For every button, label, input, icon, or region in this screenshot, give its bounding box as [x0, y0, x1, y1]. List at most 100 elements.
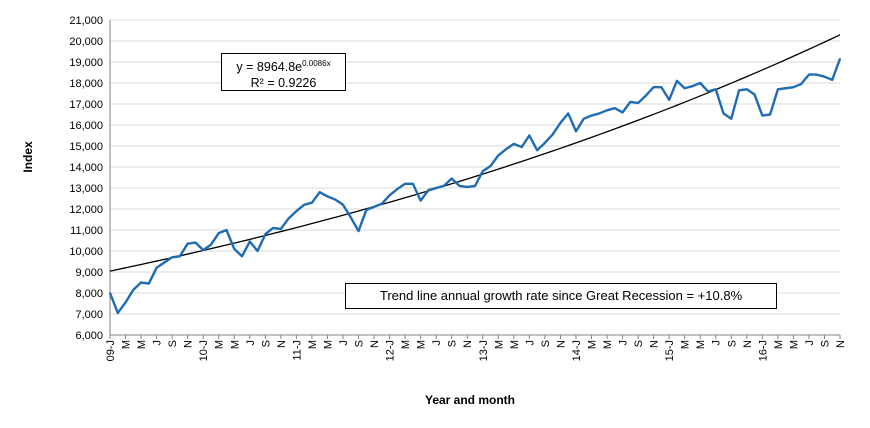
y-tick-label: 10,000 — [69, 246, 103, 258]
data-point — [287, 217, 290, 220]
data-point — [217, 232, 220, 235]
x-tick-label: S — [540, 340, 552, 347]
x-tick-label: 09-J — [105, 340, 117, 361]
y-tick-label: 7,000 — [75, 309, 103, 321]
x-axis-title: Year and month — [425, 393, 515, 407]
data-point — [792, 86, 795, 89]
x-tick-label: S — [633, 340, 645, 347]
data-point — [388, 194, 391, 197]
data-point — [396, 188, 399, 190]
x-tick-label: 14-J — [571, 340, 583, 361]
data-point — [629, 101, 632, 103]
trendline-equation-box: y = 8964.8e0.0086x R² = 0.9226 — [221, 53, 346, 91]
data-point — [186, 242, 189, 245]
x-tick-label: 15-J — [664, 340, 676, 361]
x-tick-label: J — [245, 340, 257, 346]
data-point — [839, 57, 841, 60]
data-point — [784, 87, 787, 90]
data-point — [730, 117, 733, 120]
growth-rate-text: Trend line annual growth rate since Grea… — [379, 288, 743, 303]
data-point — [194, 241, 197, 244]
x-tick-label: J — [524, 340, 536, 346]
data-point — [264, 233, 267, 236]
data-point — [613, 107, 616, 110]
data-point — [606, 109, 608, 112]
data-point — [676, 80, 678, 82]
data-point — [318, 191, 321, 194]
x-tick-label: 10-J — [198, 340, 210, 361]
data-point — [497, 154, 500, 157]
series-index — [108, 57, 842, 315]
data-point — [714, 88, 717, 91]
grid-lines — [110, 19, 840, 336]
equation-prefix: y = 8964.8e — [236, 60, 303, 75]
data-point — [295, 210, 298, 213]
trendline-equation: y = 8964.8e0.0086x — [222, 56, 345, 75]
data-point — [248, 240, 251, 243]
data-point — [365, 209, 368, 211]
x-tick-label: 13-J — [478, 340, 490, 361]
x-tick-label: J — [618, 340, 630, 346]
x-tick-label: S — [726, 340, 738, 347]
data-point — [435, 187, 438, 189]
data-point — [132, 288, 135, 291]
data-point — [691, 85, 694, 88]
x-tick-label: M — [493, 340, 505, 349]
y-tick-label: 12,000 — [69, 204, 103, 216]
x-tick-label: M — [307, 340, 319, 349]
data-point — [575, 130, 577, 133]
data-point — [171, 256, 174, 259]
x-tick-label: 12-J — [385, 340, 397, 361]
x-tick-label: M — [136, 340, 148, 349]
data-point — [536, 149, 539, 152]
x-tick-label: 16-J — [757, 340, 769, 361]
data-point — [738, 89, 740, 92]
data-point — [450, 177, 453, 180]
data-point — [427, 189, 430, 192]
data-point — [637, 102, 639, 104]
y-tick-label: 20,000 — [69, 36, 103, 48]
x-tick-label: M — [416, 340, 428, 349]
axes — [109, 20, 840, 336]
x-tick-label: M — [788, 340, 800, 349]
data-point — [707, 90, 709, 93]
data-point — [241, 255, 243, 258]
data-point — [753, 93, 756, 96]
data-point — [404, 182, 407, 185]
x-tick-label: J — [431, 340, 443, 346]
data-point — [233, 248, 236, 250]
data-point — [147, 282, 150, 285]
data-point — [582, 117, 585, 120]
x-tick-label: N — [555, 340, 567, 348]
x-tick-label: J — [804, 340, 816, 346]
data-point — [349, 216, 352, 219]
data-point — [225, 229, 228, 231]
data-point — [334, 198, 337, 201]
data-point — [598, 112, 601, 115]
data-point — [303, 203, 306, 206]
x-tick-label: N — [742, 340, 754, 348]
x-tick-label: N — [835, 340, 847, 348]
data-point — [800, 83, 803, 85]
data-point — [831, 78, 834, 81]
data-point — [652, 86, 655, 89]
data-point — [668, 98, 671, 101]
y-tick-label: 18,000 — [69, 78, 103, 90]
data-point — [660, 86, 663, 89]
data-point — [683, 87, 686, 90]
x-tick-label: J — [711, 340, 723, 346]
data-point — [528, 134, 531, 137]
data-point — [279, 228, 282, 230]
data-point — [761, 114, 764, 117]
data-point — [543, 141, 546, 144]
data-point — [109, 292, 111, 294]
x-tick-label: S — [260, 340, 272, 347]
data-point — [155, 266, 158, 269]
x-tick-label: N — [276, 340, 288, 348]
data-point — [644, 94, 647, 97]
data-point — [178, 255, 181, 258]
data-point — [140, 281, 142, 284]
x-tick-label: M — [773, 340, 785, 349]
data-point — [458, 185, 461, 187]
